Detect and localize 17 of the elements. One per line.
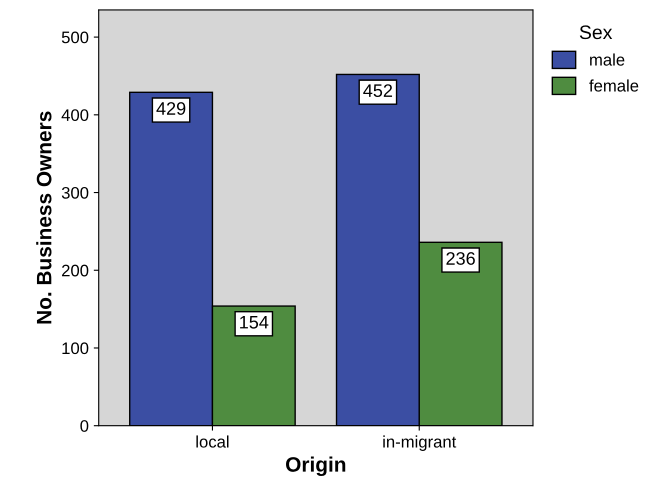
legend-title: Sex [580,25,612,40]
y-axis-title: No. Business Owners [36,112,52,324]
y-tick-label: 300 [62,186,88,199]
x-tick-label: local [196,435,228,448]
data-label: 429 [156,102,186,115]
data-label: 154 [240,316,268,329]
data-label: 236 [446,252,475,265]
x-axis-title: Origin [286,456,346,476]
y-tick-label: 200 [62,264,88,276]
y-tick-label: 100 [62,342,88,354]
y-tick-label: 400 [62,109,88,122]
legend-label: male [590,53,624,66]
x-tick-label: in-migrant [383,435,456,451]
legend-label: female [589,79,638,92]
y-tick-label: 500 [62,32,88,44]
y-tick-label: 0 [80,420,88,432]
data-label: 452 [363,84,392,97]
